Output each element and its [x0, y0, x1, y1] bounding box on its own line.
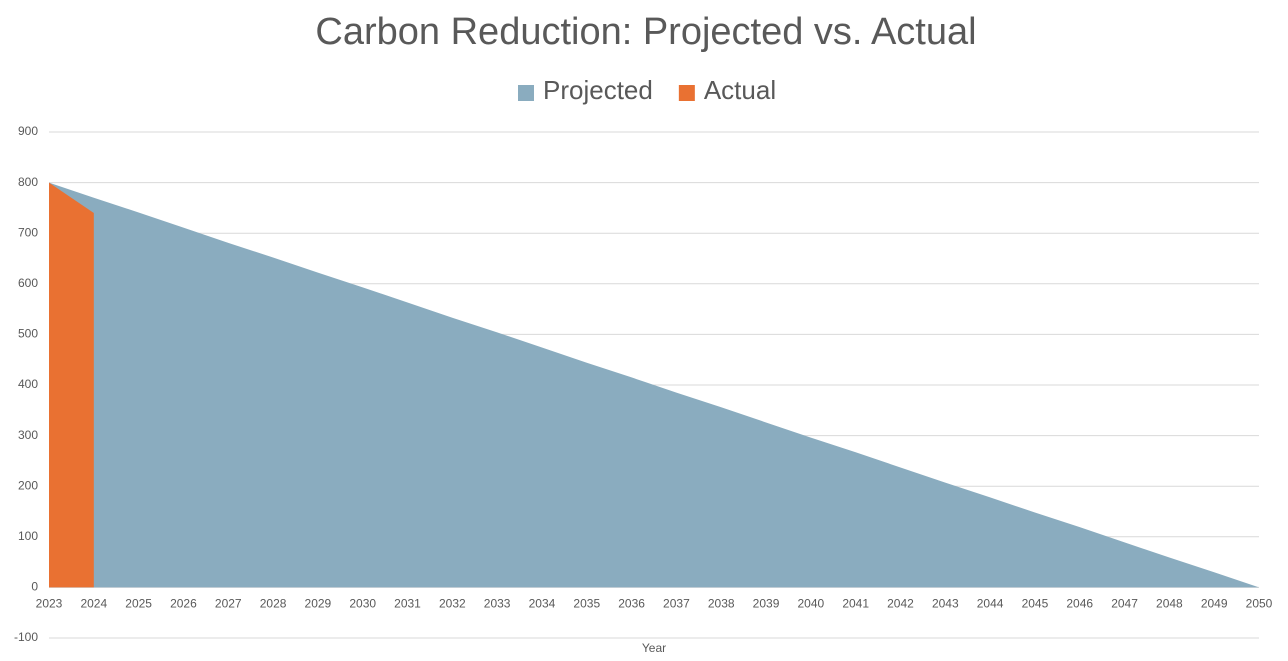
- x-tick-label: 2032: [439, 597, 466, 611]
- x-tick-label: 2046: [1066, 597, 1093, 611]
- x-tick-label: 2030: [349, 597, 376, 611]
- area: [49, 182, 1259, 588]
- x-tick-label: 2025: [125, 597, 152, 611]
- y-tick-label: 900: [18, 124, 38, 138]
- x-tick-label: 2029: [305, 597, 332, 611]
- x-tick-label: 2035: [573, 597, 600, 611]
- legend-swatch: [678, 85, 695, 101]
- legend-label: Actual: [704, 75, 776, 105]
- y-tick-label: 300: [18, 428, 38, 442]
- chart-title: Carbon Reduction: Projected vs. Actual: [315, 11, 976, 53]
- x-tick-label: 2042: [887, 597, 914, 611]
- y-tick-label: 600: [18, 276, 38, 290]
- y-tick-label: -100: [14, 630, 38, 644]
- x-tick-label: 2037: [663, 597, 690, 611]
- x-tick-label: 2034: [529, 597, 556, 611]
- x-tick-label: 2038: [708, 597, 735, 611]
- legend-label: Projected: [543, 75, 653, 105]
- x-tick-label: 2023: [36, 597, 63, 611]
- x-tick-label: 2043: [932, 597, 959, 611]
- x-tick-label: 2045: [1022, 597, 1049, 611]
- y-tick-label: 500: [18, 327, 38, 341]
- x-tick-label: 2026: [170, 597, 197, 611]
- y-tick-label: 0: [31, 580, 38, 594]
- x-tick-label: 2041: [842, 597, 869, 611]
- x-tick-label: 2024: [80, 597, 107, 611]
- x-tick-label: 2044: [977, 597, 1004, 611]
- x-tick-label: 2039: [753, 597, 780, 611]
- x-tick-label: 2036: [618, 597, 645, 611]
- y-tick-label: 200: [18, 478, 38, 492]
- x-tick-label: 2048: [1156, 597, 1183, 611]
- x-tick-label: 2049: [1201, 597, 1228, 611]
- x-tick-label: 2028: [260, 597, 287, 611]
- x-tick-label: 2031: [394, 597, 421, 611]
- x-tick-label: 2033: [484, 597, 511, 611]
- x-axis-title: Year: [642, 641, 666, 655]
- y-tick-label: 800: [18, 175, 38, 189]
- x-tick-label: 2040: [798, 597, 825, 611]
- y-tick-label: 400: [18, 377, 38, 391]
- x-tick-label: 2047: [1111, 597, 1138, 611]
- x-tick-label: 2050: [1246, 597, 1273, 611]
- legend-swatch: [518, 85, 534, 101]
- y-tick-label: 700: [18, 225, 38, 239]
- y-tick-label: 100: [18, 529, 38, 543]
- x-tick-label: 2027: [215, 597, 242, 611]
- area: [49, 182, 94, 588]
